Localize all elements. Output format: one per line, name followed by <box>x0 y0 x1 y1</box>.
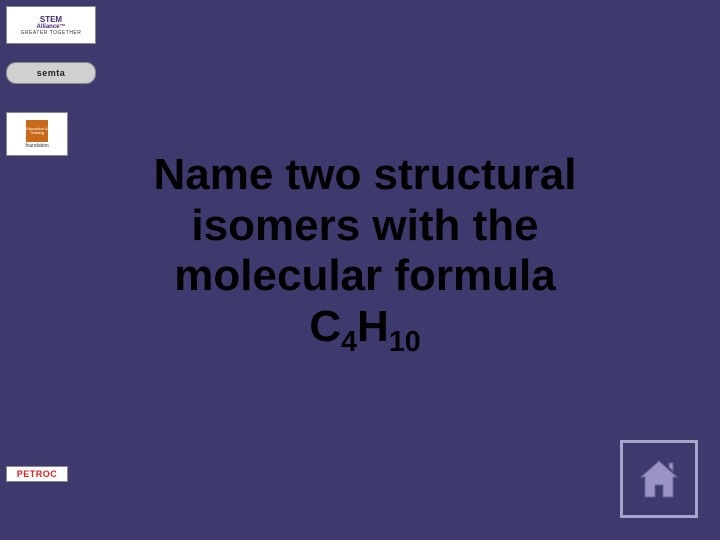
logo-tagline: GREATER TOGETHER <box>21 30 82 36</box>
etf-logo: Education & Training foundation <box>6 112 68 156</box>
logo-text: semta <box>37 68 66 78</box>
question-line: Name two structural <box>154 150 577 199</box>
formula: C4H10 <box>309 302 420 351</box>
logo-text: PETROC <box>17 469 58 479</box>
question-line: isomers with the <box>191 201 538 250</box>
logo-content: Education & Training foundation <box>25 120 48 149</box>
logo-text: STEM <box>40 15 62 24</box>
formula-sub: 10 <box>389 326 421 358</box>
logo-box: Education & Training <box>26 120 48 142</box>
formula-sub: 4 <box>341 326 357 358</box>
stem-alliance-logo: STEM Alliance™ GREATER TOGETHER <box>6 6 96 44</box>
logo-footer: foundation <box>25 143 48 149</box>
home-icon <box>635 455 683 503</box>
home-button[interactable] <box>620 440 698 518</box>
semta-logo: semta <box>6 62 96 84</box>
question-text: Name two structural isomers with the mol… <box>100 150 630 358</box>
formula-part: C <box>309 302 341 351</box>
formula-part: H <box>357 302 389 351</box>
logo-content: STEM Alliance™ GREATER TOGETHER <box>21 15 82 36</box>
petroc-logo: PETROC <box>6 466 68 482</box>
question-line: molecular formula <box>174 251 555 300</box>
logo-text: Education & Training <box>26 127 48 135</box>
